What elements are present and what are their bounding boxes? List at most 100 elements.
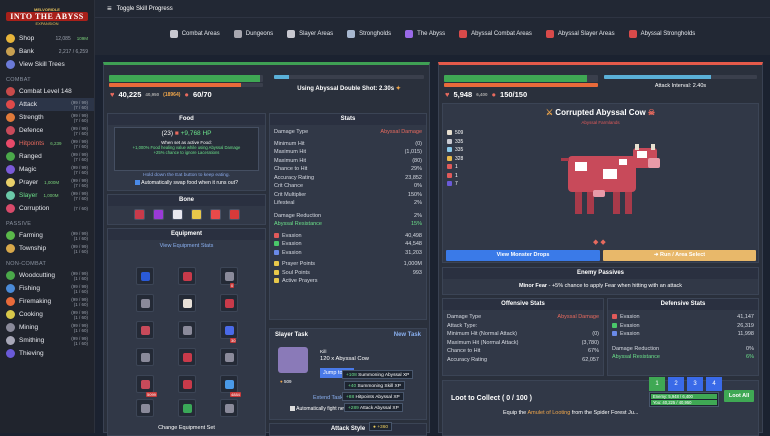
sidebar-item-hitpoints[interactable]: Hitpoints 6,239 (99 / 99) (7 / 60) xyxy=(0,137,94,150)
sidebar-item-shop[interactable]: Shop 12,085 109M xyxy=(0,32,94,45)
tab-slayer-areas[interactable]: Slayer Areas xyxy=(287,30,333,38)
magic-icon xyxy=(6,165,15,174)
equipment-item-icon xyxy=(183,353,192,362)
checkbox-icon[interactable] xyxy=(290,406,295,412)
item-quantity: 0 xyxy=(230,283,235,288)
sidebar-item-mining[interactable]: Mining (99 / 99) (1 / 60) xyxy=(0,321,94,334)
sidebar-item-ranged[interactable]: Ranged (99 / 99) (7 / 60) xyxy=(0,150,94,163)
slayer-areas-icon xyxy=(287,30,296,38)
equipment-slot[interactable] xyxy=(220,375,238,393)
evasion-icon xyxy=(612,331,617,337)
equipment-slot[interactable] xyxy=(178,399,196,417)
sidebar-item-firemaking[interactable]: Firemaking (99 / 99) (1 / 60) xyxy=(0,295,94,308)
tab-abyssal-combat-areas[interactable]: Abyssal Combat Areas xyxy=(459,30,532,38)
view-monster-drops-button[interactable]: View Monster Drops xyxy=(446,250,600,261)
sidebar-item-fishing[interactable]: Fishing (99 / 99) (1 / 60) xyxy=(0,282,94,295)
equipment-slot[interactable] xyxy=(220,321,238,339)
sidebar-item-attack[interactable]: Attack (99 / 99) (7 / 60) xyxy=(0,98,94,111)
sidebar-item-prayer[interactable]: Prayer 1,000M (99 / 99) (7 / 60) xyxy=(0,176,94,189)
equipment-slot[interactable] xyxy=(136,399,154,417)
skill-level: (99 / 99) (7 / 60) xyxy=(71,125,88,136)
sidebar-item-woodcutting[interactable]: Woodcutting (99 / 99) (1 / 60) xyxy=(0,269,94,282)
equipment-slot[interactable] xyxy=(178,294,196,312)
quick-slot-icon[interactable] xyxy=(209,209,221,220)
food-item[interactable]: (23) ■ +9,768 HP When set as active Food… xyxy=(114,127,259,171)
tab-abyssal-strongholds[interactable]: Abyssal Strongholds xyxy=(628,30,695,38)
view-equipment-stats[interactable]: View Equipment Stats xyxy=(159,243,214,249)
sidebar-item-view-skill-trees[interactable]: View Skill Trees xyxy=(0,58,94,71)
quick-slot-icon[interactable] xyxy=(152,209,164,220)
equipment-slot[interactable] xyxy=(220,399,238,417)
skill-level: (99 / 99) (1 / 60) xyxy=(71,322,88,333)
equipment-slot[interactable] xyxy=(136,375,154,393)
run-area-select-button[interactable]: ➜ Run / Area Select xyxy=(603,250,756,261)
tab-abyssal-slayer-areas[interactable]: Abyssal Slayer Areas xyxy=(545,30,615,38)
sidebar-item-defence[interactable]: Defence (99 / 99) (7 / 60) xyxy=(0,124,94,137)
sidebar-item-thieving[interactable]: Thieving xyxy=(0,347,94,360)
mining-icon xyxy=(6,323,15,332)
toggle-skill-progress[interactable]: ≡ Toggle Skill Progress xyxy=(95,0,770,18)
change-equipment-set[interactable]: Change Equipment Set xyxy=(158,425,215,431)
attack-label: Using Abyssal Double Shot: 2.30s ✦ xyxy=(297,86,401,92)
attack-timer-bar xyxy=(274,75,424,79)
tab-dungeons[interactable]: Dungeons xyxy=(233,30,273,38)
equipment-slot[interactable] xyxy=(178,267,196,285)
equipment-slot[interactable] xyxy=(220,348,238,366)
sidebar-item-township[interactable]: Township (99 / 99) (1 / 60) xyxy=(0,242,94,255)
sidebar-item-corruption[interactable]: Corruption (7 / 60) xyxy=(0,202,94,215)
equipment-slot[interactable] xyxy=(220,267,238,285)
loot-page-2[interactable]: 2 xyxy=(668,377,684,391)
sidebar-item-farming[interactable]: Farming (99 / 99) (1 / 60) xyxy=(0,229,94,242)
equipment-slot[interactable] xyxy=(178,321,196,339)
tab-combat-areas[interactable]: Combat Areas xyxy=(169,30,220,38)
quick-slot-icon[interactable] xyxy=(133,209,145,220)
new-task-link[interactable]: New Task xyxy=(393,331,421,338)
evasion-icon xyxy=(274,241,279,247)
hitpoints-icon xyxy=(6,139,15,148)
sidebar-item-strength[interactable]: Strength (99 / 99) (7 / 60) xyxy=(0,111,94,124)
skill-level: (7 / 60) xyxy=(73,206,88,211)
equipment-slot[interactable] xyxy=(178,348,196,366)
jump-to-button[interactable]: Jump to xyxy=(320,368,354,378)
equipment-slot[interactable] xyxy=(220,294,238,312)
equipment-slot[interactable] xyxy=(136,348,154,366)
auto-swap-food[interactable]: Automatically swap food when it runs out… xyxy=(108,180,265,186)
tab-the-abyss[interactable]: The Abyss xyxy=(405,30,445,38)
loot-page-3[interactable]: 3 xyxy=(687,377,703,391)
abyssal-slayer-areas-icon xyxy=(545,30,554,38)
sidebar-item-bank[interactable]: Bank 2,217 / 6,259 xyxy=(0,45,94,58)
attack-icon: ✦ xyxy=(395,86,401,92)
equipment-item-icon xyxy=(183,326,192,335)
extend-task[interactable]: Extend Task xyxy=(313,395,343,401)
checkbox-icon[interactable] xyxy=(134,180,140,186)
auto-slayer-checkbox[interactable]: Automatically fight new Slayer Task? xyxy=(290,406,377,412)
quick-slot-icon[interactable] xyxy=(228,209,240,220)
quick-slot-icon[interactable] xyxy=(171,209,183,220)
combat-icon xyxy=(6,87,15,96)
sidebar-item-slayer[interactable]: Slayer 1,000M (99 / 99) (7 / 60) xyxy=(0,189,94,202)
equipment-slot[interactable] xyxy=(136,294,154,312)
strength-icon xyxy=(6,113,15,122)
heart-icon: ♥ xyxy=(445,90,450,99)
loot-page-1[interactable]: 1 xyxy=(649,377,665,391)
loot-all-button[interactable]: Loot All xyxy=(724,390,754,402)
enemy-stat-icon xyxy=(447,164,452,170)
sidebar-item-magic[interactable]: Magic (99 / 99) (7 / 60) xyxy=(0,163,94,176)
enemy-offense-row: Accuracy Rating 62,057 xyxy=(447,356,599,363)
loot-page-4[interactable]: 4 xyxy=(706,377,722,391)
enemy-side-stat: 7 xyxy=(447,181,463,190)
tab-strongholds[interactable]: Strongholds xyxy=(347,30,391,38)
damage-type-row: Damage Type Abyssal Damage xyxy=(274,129,422,136)
sidebar-item-cooking[interactable]: Cooking (99 / 99) (1 / 60) xyxy=(0,308,94,321)
view-skill-trees-icon xyxy=(6,60,15,69)
equipment-slot[interactable] xyxy=(178,375,196,393)
equipment-slot[interactable] xyxy=(136,267,154,285)
xp-toast: +40 Summoning Skill XP xyxy=(344,381,405,390)
food-icon: ■ xyxy=(174,130,179,137)
smithing-icon xyxy=(6,336,15,345)
skill-level: (99 / 99) (1 / 60) xyxy=(71,309,88,320)
equipment-slot[interactable] xyxy=(136,321,154,339)
quick-slot-icon[interactable] xyxy=(190,209,202,220)
equipment-item-icon xyxy=(141,272,150,281)
sidebar-item-smithing[interactable]: Smithing (99 / 99) (1 / 60) xyxy=(0,334,94,347)
